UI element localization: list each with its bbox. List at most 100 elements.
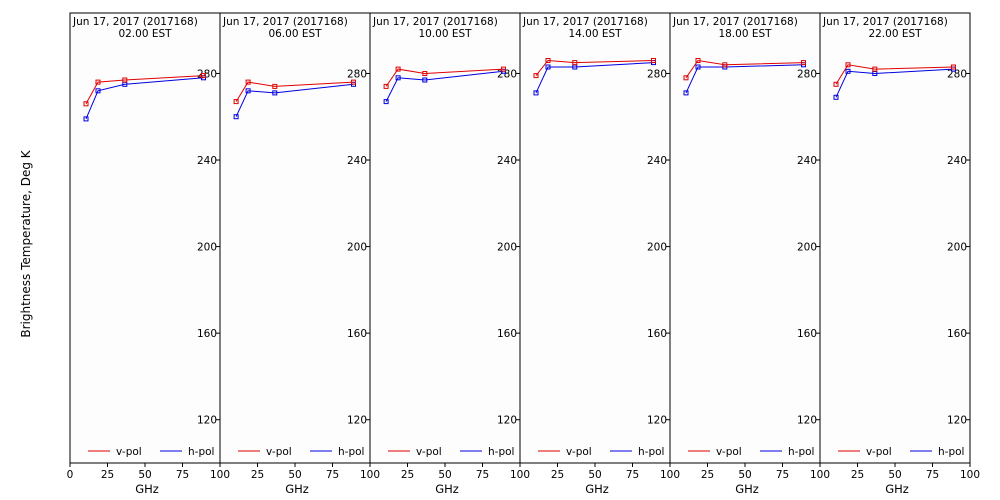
data-point-v-pol <box>83 101 89 107</box>
y-tick-label: 240 <box>347 155 367 167</box>
data-point-h-pol <box>245 88 251 94</box>
data-point-v-pol <box>845 62 851 68</box>
x-tick-label: 25 <box>701 469 714 481</box>
legend-label-v-pol: v-pol <box>116 446 142 458</box>
legend-label-v-pol: v-pol <box>266 446 292 458</box>
series-line-h-pol <box>535 62 654 94</box>
panel-subtitle: 02.00 EST <box>118 28 172 40</box>
legend-label-h-pol: h-pol <box>338 446 364 458</box>
panel-frame <box>69 12 221 464</box>
panel-frame <box>369 12 521 464</box>
x-tick-label: 75 <box>176 469 189 481</box>
data-point-h-pol <box>695 64 701 70</box>
y-tick-label: 200 <box>497 242 517 254</box>
data-point-v-pol <box>351 79 356 85</box>
series-line-v-pol <box>235 81 354 102</box>
x-tick-label: 50 <box>888 469 901 481</box>
x-tick-label: 0 <box>67 469 74 481</box>
panel-title: Jun 17, 2017 (2017168) <box>672 16 798 28</box>
x-tick-label: 75 <box>476 469 489 481</box>
data-point-v-pol <box>872 66 878 72</box>
series-line-h-pol <box>85 77 204 120</box>
data-point-v-pol <box>833 81 839 87</box>
x-tick-label: 50 <box>588 469 601 481</box>
legend-label-h-pol: h-pol <box>638 446 664 458</box>
panel-4: Jun 17, 2017 (2017168)14.00 EST 120 160 200… <box>519 12 680 496</box>
x-tick-label: 25 <box>851 469 864 481</box>
y-tick-label: 280 <box>947 68 967 80</box>
panel-1: Jun 17, 2017 (2017168)02.00 EST 120 160 200… <box>67 12 230 496</box>
panel-subtitle: 22.00 EST <box>868 28 922 40</box>
panel-subtitle: 06.00 EST <box>268 28 322 40</box>
y-tick-label: 240 <box>947 155 967 167</box>
y-tick-label: 120 <box>947 415 967 427</box>
data-point-v-pol <box>501 66 506 72</box>
y-tick-label: 280 <box>197 68 217 80</box>
panel-subtitle: 14.00 EST <box>568 28 622 40</box>
y-tick-label: 240 <box>797 155 817 167</box>
y-tick-label: 200 <box>347 242 367 254</box>
panels: Jun 17, 2017 (2017168)02.00 EST120160200… <box>67 12 980 496</box>
x-tick-label: 25 <box>551 469 564 481</box>
series-line-h-pol <box>685 64 804 94</box>
legend-label-v-pol: v-pol <box>716 446 742 458</box>
legend-label-h-pol: h-pol <box>938 446 964 458</box>
data-point-v-pol <box>722 62 728 68</box>
data-point-v-pol <box>122 77 128 83</box>
data-point-v-pol <box>533 73 539 79</box>
panel-6: Jun 17, 2017 (2017168)22.00 EST 120 160 200… <box>819 12 980 496</box>
panel-title: Jun 17, 2017 (2017168) <box>72 16 198 28</box>
series-line-v-pol <box>535 59 654 76</box>
y-tick-label: 200 <box>197 242 217 254</box>
data-point-v-pol <box>95 79 101 85</box>
y-tick-label: 200 <box>647 242 667 254</box>
series-line-h-pol <box>835 68 954 98</box>
data-point-v-pol <box>383 83 389 89</box>
x-tick-label: 100 <box>510 469 530 481</box>
panel-title: Jun 17, 2017 (2017168) <box>822 16 948 28</box>
series-line-v-pol <box>685 59 804 79</box>
x-tick-label: 100 <box>810 469 830 481</box>
data-point-v-pol <box>233 99 239 105</box>
data-point-h-pol <box>833 94 839 100</box>
y-tick-label: 200 <box>947 242 967 254</box>
data-point-v-pol <box>395 66 401 72</box>
series-line-h-pol <box>385 70 504 102</box>
legend-label-h-pol: h-pol <box>188 446 214 458</box>
data-point-v-pol <box>683 75 689 81</box>
x-tick-label: 25 <box>251 469 264 481</box>
legend-label-v-pol: v-pol <box>416 446 442 458</box>
data-point-v-pol <box>201 73 206 79</box>
series-line-h-pol <box>235 83 354 117</box>
x-tick-label: 25 <box>101 469 114 481</box>
x-tick-label: 75 <box>326 469 339 481</box>
legend-label-v-pol: v-pol <box>866 446 892 458</box>
data-point-v-pol <box>272 83 278 89</box>
y-tick-label: 160 <box>797 328 817 340</box>
data-point-h-pol <box>272 90 278 96</box>
series-line-v-pol <box>85 75 204 105</box>
y-tick-label: 120 <box>497 415 517 427</box>
panel-frame <box>519 12 671 464</box>
data-point-h-pol <box>383 99 389 105</box>
panel-2: Jun 17, 2017 (2017168)06.00 EST 120 160 200… <box>219 12 380 496</box>
x-tick-label: 75 <box>776 469 789 481</box>
x-axis-label: GHz <box>285 482 309 496</box>
x-tick-label: 50 <box>288 469 301 481</box>
x-tick-label: 50 <box>438 469 451 481</box>
data-point-v-pol <box>572 60 578 66</box>
y-tick-label: 160 <box>497 328 517 340</box>
y-tick-label: 160 <box>647 328 667 340</box>
panel-3: Jun 17, 2017 (2017168)10.00 EST 120 160 200… <box>369 12 530 496</box>
y-tick-label: 280 <box>797 68 817 80</box>
panel-5: Jun 17, 2017 (2017168)18.00 EST 120 160 200… <box>669 12 830 496</box>
y-tick-label: 280 <box>647 68 667 80</box>
x-axis-label: GHz <box>435 482 459 496</box>
data-point-h-pol <box>533 90 539 96</box>
panel-title: Jun 17, 2017 (2017168) <box>222 16 348 28</box>
data-point-h-pol <box>83 116 89 122</box>
data-point-v-pol <box>801 60 806 66</box>
y-axis-label: Brightness Temperature, Deg K <box>19 149 33 337</box>
y-tick-label: 120 <box>647 415 667 427</box>
